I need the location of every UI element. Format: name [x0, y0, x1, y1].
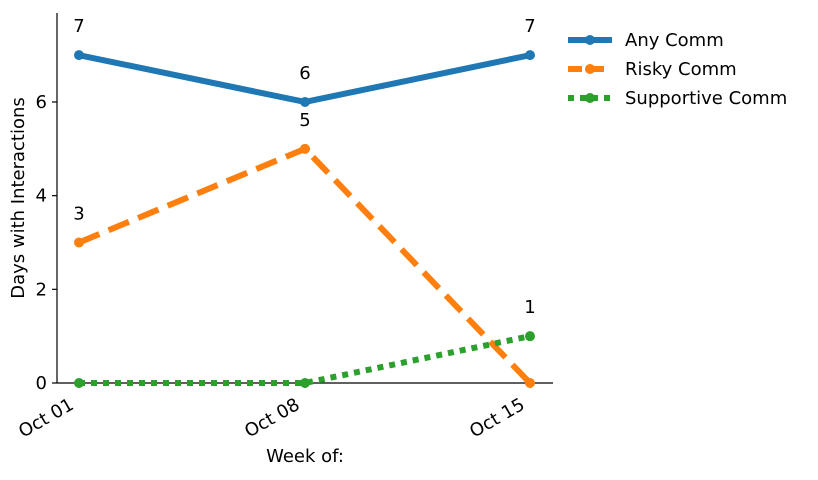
data-point [525, 378, 535, 388]
x-tick-label: Oct 08 [241, 394, 303, 442]
legend-marker [585, 35, 595, 45]
y-tick-label: 0 [36, 373, 47, 394]
legend-item-any-comm: Any Comm [568, 30, 724, 51]
legend-item-risky-comm: Risky Comm [568, 59, 737, 80]
data-label: 5 [299, 110, 310, 131]
series-supportive-comm [74, 331, 535, 388]
legend-label: Any Comm [625, 30, 724, 51]
data-point [74, 237, 84, 248]
legend-label: Supportive Comm [625, 88, 787, 109]
legend-item-supportive-comm: Supportive Comm [568, 88, 787, 109]
series-risky-comm [74, 143, 535, 388]
series-lines [74, 50, 535, 388]
series-line-supportive-comm [79, 333, 531, 386]
x-tick-label: Oct 01 [15, 394, 77, 442]
x-tick-label: Oct 15 [466, 394, 528, 442]
data-labels: 7 6 7 3 5 1 [73, 16, 535, 318]
legend: Any Comm Risky Comm Supportive Comm [568, 30, 787, 109]
legend-label: Risky Comm [625, 59, 737, 80]
series-any-comm [74, 50, 535, 107]
data-point [74, 378, 84, 388]
y-ticks: 0 2 4 6 [36, 92, 57, 394]
legend-marker [585, 93, 595, 103]
axes: 0 2 4 6 Oct 01 Oct 08 Oct 15 [15, 13, 553, 442]
data-point [525, 50, 535, 61]
data-label: 7 [73, 16, 84, 37]
data-point [74, 50, 84, 61]
data-label: 7 [524, 16, 535, 37]
x-axis-label: Week of: [266, 446, 344, 467]
data-point [300, 378, 310, 388]
x-ticks: Oct 01 Oct 08 Oct 15 [15, 383, 531, 442]
y-tick-label: 6 [36, 92, 47, 113]
y-axis-label: Days with Interactions [8, 97, 29, 299]
data-label: 1 [524, 297, 535, 318]
data-point [300, 96, 310, 107]
data-label: 6 [299, 63, 310, 84]
data-point [300, 143, 310, 154]
y-tick-label: 4 [36, 186, 47, 207]
data-point [525, 331, 535, 342]
data-label: 3 [73, 203, 84, 224]
legend-marker [585, 64, 595, 74]
y-tick-label: 2 [36, 279, 47, 300]
